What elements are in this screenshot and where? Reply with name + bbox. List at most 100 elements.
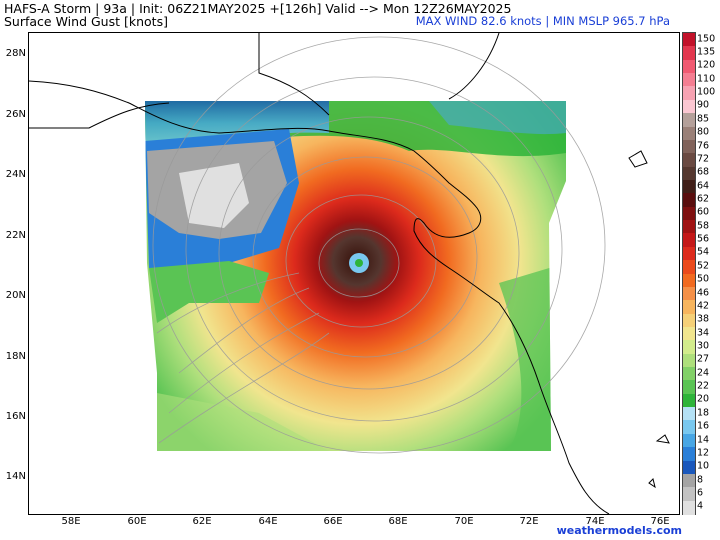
colorbar-swatch [683, 179, 695, 194]
colorbar-tick-label: 16 [697, 420, 710, 432]
colorbar-swatch [683, 286, 695, 301]
colorbar-tick-label: 64 [697, 180, 710, 192]
colorbar-swatch [683, 220, 695, 235]
colorbar-swatch [683, 193, 695, 208]
colorbar-tick-label: 150 [697, 33, 716, 45]
colorbar-tick-label: 52 [697, 260, 710, 272]
lat-label: 24N [5, 169, 26, 180]
lon-label: 62E [192, 516, 212, 527]
colorbar-swatch [683, 300, 695, 315]
colorbar-swatch [683, 59, 695, 74]
colorbar-swatch [683, 353, 695, 368]
lat-label: 26N [5, 109, 26, 120]
colorbar-tick-label: 14 [697, 434, 710, 445]
colorbar-swatch [683, 473, 695, 488]
lat-label: 14N [5, 471, 26, 482]
lon-label: 60E [127, 516, 147, 527]
colorbar-tick-label: 80 [697, 126, 710, 138]
colorbar-tick-label: 27 [697, 353, 710, 365]
colorbar-swatch [683, 86, 695, 101]
colorbar-tick-label: 110 [697, 73, 716, 85]
colorbar-swatch [683, 460, 695, 475]
lon-label: 58E [61, 516, 81, 527]
lon-label: 72E [519, 516, 539, 527]
colorbar-swatch [683, 393, 695, 408]
colorbar-tick-label: 54 [697, 246, 710, 258]
map-canvas [29, 33, 670, 514]
colorbar-tick-label: 76 [697, 140, 710, 152]
colorbar-tick-label: 135 [697, 46, 716, 58]
colorbar-tick-label: 6 [697, 487, 704, 499]
colorbar-tick-label: 34 [697, 327, 710, 339]
chart-title: HAFS-A Storm | 93a | Init: 06Z21MAY2025 … [4, 1, 512, 16]
colorbar-legend [682, 32, 696, 515]
colorbar-tick-label: 50 [697, 273, 710, 285]
lon-label: 76E [650, 516, 670, 527]
coastlines [29, 33, 670, 514]
lon-label: 74E [585, 516, 605, 527]
wind-gust-map [28, 32, 680, 515]
lat-label: 16N [5, 411, 26, 422]
colorbar-tick-label: 46 [697, 287, 710, 299]
colorbar-tick-label: 4 [697, 500, 704, 512]
colorbar-swatch [683, 340, 695, 355]
lat-label: 20N [5, 290, 26, 301]
lat-label: 22N [5, 230, 26, 241]
colorbar-tick-label: 8 [697, 474, 704, 486]
colorbar-swatch [683, 420, 695, 435]
colorbar-swatch [683, 326, 695, 341]
colorbar-tick-label: 22 [697, 380, 710, 392]
colorbar-swatch [683, 233, 695, 248]
colorbar-tick-label: 38 [697, 313, 710, 325]
colorbar-swatch [683, 500, 695, 515]
lon-label: 66E [323, 516, 343, 527]
colorbar-swatch [683, 447, 695, 462]
lon-label: 64E [258, 516, 278, 527]
colorbar-swatch [683, 206, 695, 221]
watermark: weathermodels.com [556, 524, 682, 537]
lat-label: 28N [5, 48, 26, 59]
colorbar-swatch [683, 99, 695, 114]
colorbar-swatch [683, 139, 695, 154]
lon-label: 70E [454, 516, 474, 527]
colorbar-tick-label: 120 [697, 59, 716, 71]
gust-field [145, 101, 566, 451]
colorbar-swatch [683, 260, 695, 275]
colorbar-swatch [683, 433, 695, 448]
colorbar-tick-label: 68 [697, 166, 710, 178]
colorbar-swatch [683, 46, 695, 61]
colorbar-swatch [683, 126, 695, 141]
colorbar-tick-label: 100 [697, 86, 716, 98]
colorbar-swatch [683, 153, 695, 168]
colorbar-tick-label: 24 [697, 367, 710, 379]
colorbar-tick-label: 60 [697, 206, 710, 218]
colorbar-swatch [683, 166, 695, 181]
colorbar-tick-label: 58 [697, 220, 710, 232]
colorbar-tick-label: 12 [697, 447, 710, 459]
colorbar-tick-label: 18 [697, 407, 710, 419]
colorbar-tick-label: 56 [697, 233, 710, 245]
colorbar-swatch [683, 246, 695, 261]
colorbar-tick-label: 90 [697, 99, 710, 111]
colorbar-swatch [683, 33, 695, 47]
colorbar-swatch [683, 367, 695, 382]
colorbar-tick-label: 10 [697, 460, 710, 472]
colorbar-tick-label: 62 [697, 193, 710, 205]
colorbar-tick-label: 72 [697, 153, 710, 165]
colorbar-tick-label: 42 [697, 300, 710, 312]
field-subtitle: Surface Wind Gust [knots] [4, 14, 168, 29]
colorbar-tick-label: 30 [697, 340, 710, 352]
max-wind-min-mslp-readout: MAX WIND 82.6 knots | MIN MSLP 965.7 hPa [415, 14, 670, 28]
colorbar-swatch [683, 113, 695, 128]
colorbar-tick-label: 85 [697, 113, 710, 125]
colorbar-swatch [683, 313, 695, 328]
colorbar-swatch [683, 487, 695, 502]
colorbar-swatch [683, 273, 695, 288]
colorbar-swatch [683, 380, 695, 395]
colorbar-swatch [683, 407, 695, 422]
lat-label: 18N [5, 351, 26, 362]
lon-label: 68E [388, 516, 408, 527]
colorbar-tick-label: 20 [697, 393, 710, 405]
streamlines [152, 36, 606, 454]
colorbar-swatch [683, 73, 695, 88]
